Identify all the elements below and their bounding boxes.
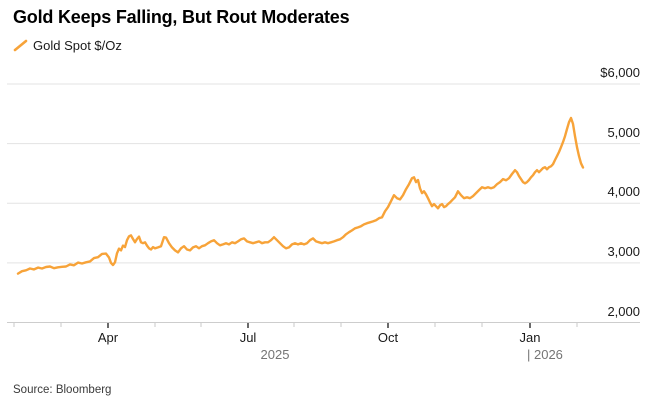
year-label: | 2026 [527, 347, 563, 362]
y-axis-label: 2,000 [607, 303, 640, 319]
year-label: 2025 [260, 347, 290, 362]
legend: Gold Spot $/Oz [13, 38, 122, 53]
x-axis-label: Apr [97, 330, 119, 345]
y-axis-label: $6,000 [600, 65, 640, 80]
chart-title: Gold Keeps Falling, But Rout Moderates [13, 7, 350, 27]
source-attribution: Source: Bloomberg [13, 384, 112, 396]
legend-label: Gold Spot $/Oz [33, 38, 122, 53]
x-axis-label: Jul [239, 330, 257, 345]
gold-spot-price-line [16, 116, 585, 275]
y-axis-label: 5,000 [607, 124, 640, 140]
x-axis-label: Oct [377, 330, 399, 345]
y-axis-label: 4,000 [607, 184, 640, 200]
x-axis-label: Jan [519, 330, 541, 345]
legend-line-swatch-icon [13, 39, 28, 52]
y-axis-label: 3,000 [607, 243, 640, 259]
